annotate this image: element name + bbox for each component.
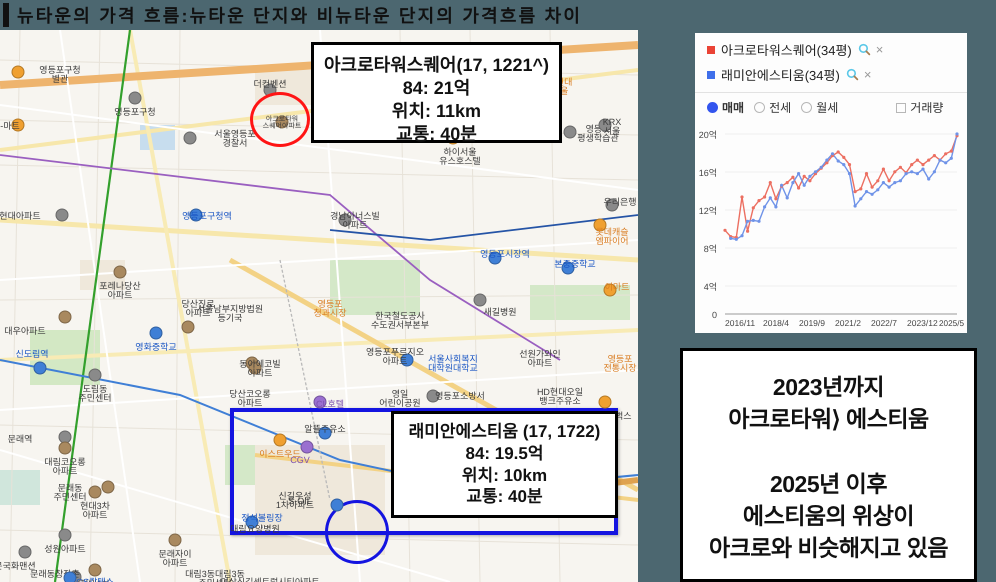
svg-text:2016/11: 2016/11 (725, 318, 755, 328)
svg-text:2023/12: 2023/12 (907, 318, 938, 328)
svg-text:0: 0 (712, 310, 717, 320)
svg-text:2019/9: 2019/9 (799, 318, 825, 328)
svg-text:2025/5: 2025/5 (939, 319, 964, 328)
svg-text:2021/2: 2021/2 (835, 318, 861, 328)
svg-text:12억: 12억 (699, 206, 717, 216)
svg-text:8억: 8억 (704, 244, 717, 254)
svg-text:2018/4: 2018/4 (763, 318, 789, 328)
svg-text:2022/7: 2022/7 (871, 318, 897, 328)
svg-text:4억: 4억 (704, 282, 717, 292)
svg-text:16억: 16억 (699, 168, 717, 178)
svg-text:20억: 20억 (699, 130, 717, 140)
